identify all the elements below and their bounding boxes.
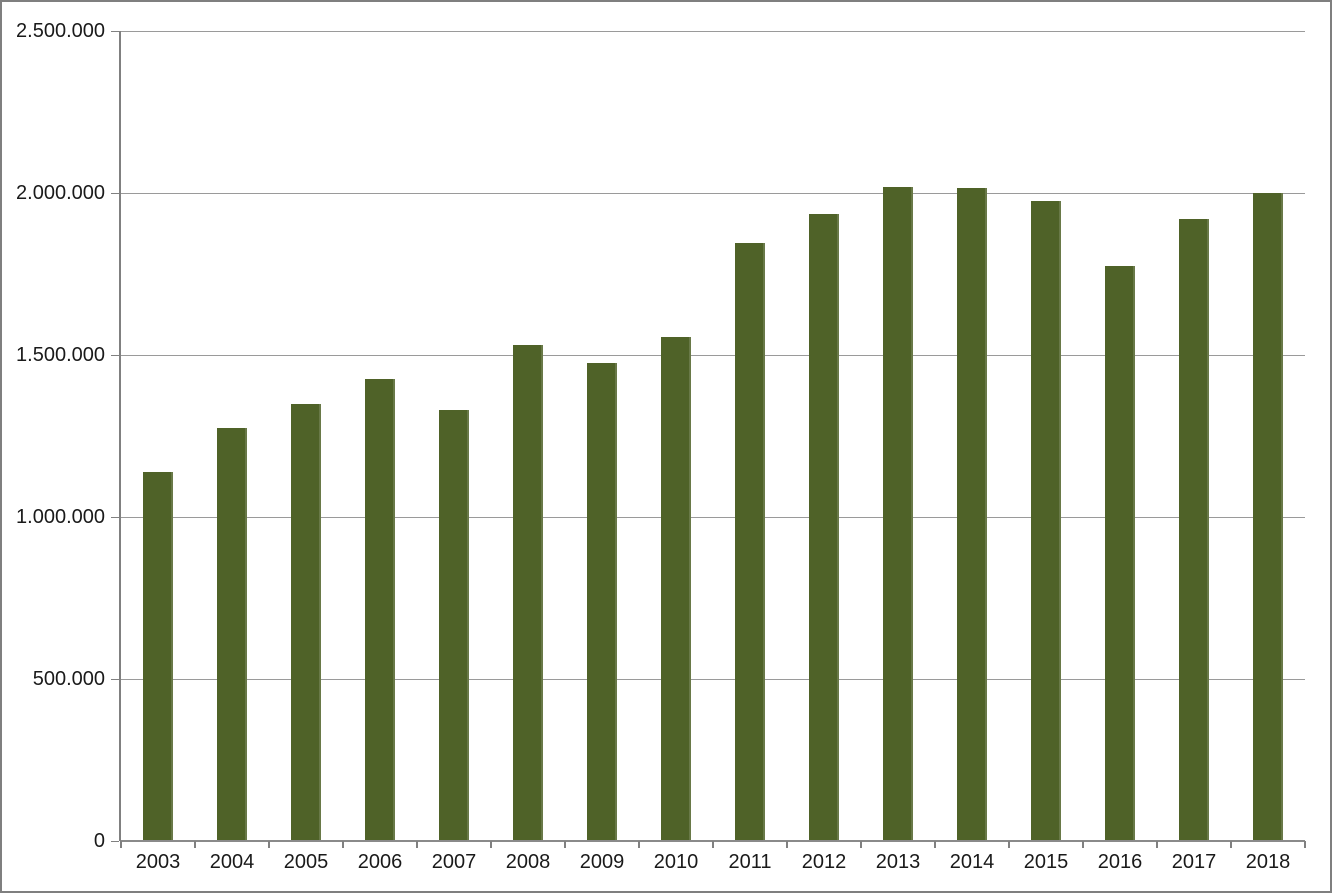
x-axis-tick-label: 2014 [949, 851, 995, 873]
x-axis-tick-mark [194, 841, 196, 848]
x-axis-tick-mark [1156, 841, 1158, 848]
bar-2013 [883, 186, 913, 841]
x-axis-tick-label: 2016 [1097, 851, 1143, 873]
x-axis-labels: 2003 2004 2005 2006 2007 2008 2009 2010 2011 2012… [121, 851, 1305, 874]
bar-2005 [291, 403, 321, 841]
x-axis-tick-mark [1008, 841, 1010, 848]
bar-2014 [957, 188, 987, 841]
x-axis-tick-mark [1082, 841, 1084, 848]
x-axis-tick-label: 2008 [505, 851, 551, 873]
bar-2018 [1253, 193, 1283, 841]
x-axis-tick-mark [342, 841, 344, 848]
x-axis-tick-mark [638, 841, 640, 848]
bar-2017 [1179, 218, 1209, 841]
x-axis-tick-mark [416, 841, 418, 848]
y-axis-tick-mark [111, 31, 119, 32]
x-axis-tick-mark [712, 841, 714, 848]
gridline [121, 517, 1305, 518]
y-axis-tick-mark [111, 193, 119, 194]
x-axis-tick-mark [490, 841, 492, 848]
bar-2015 [1031, 201, 1061, 841]
x-axis-tick-label: 2012 [801, 851, 847, 873]
y-axis-tick-label: 1.500.000 [16, 344, 105, 366]
x-axis-tick-mark [120, 841, 122, 848]
x-axis-tick-label: 2003 [135, 851, 181, 873]
bar-2006 [365, 379, 395, 841]
y-axis-tick-mark [111, 517, 119, 518]
x-axis-tick-mark [1230, 841, 1232, 848]
x-axis-tick-label: 2015 [1023, 851, 1069, 873]
bar-2012 [809, 214, 839, 841]
y-axis-tick-label: 500.000 [32, 668, 105, 690]
y-axis-tick-mark [111, 841, 119, 842]
x-axis-tick-label: 2007 [431, 851, 477, 873]
bar-2009 [587, 363, 617, 841]
bar-2007 [439, 410, 469, 841]
y-axis-line [119, 31, 121, 841]
gridline [121, 31, 1305, 32]
x-axis-tick-mark [268, 841, 270, 848]
gridline [121, 355, 1305, 356]
plot-area [119, 31, 1305, 842]
x-axis-tick-mark [786, 841, 788, 848]
y-axis-tick-mark [111, 355, 119, 356]
bar-2011 [735, 243, 765, 841]
gridline [121, 193, 1305, 194]
y-axis-tick-label: 0 [93, 830, 105, 852]
bar-2010 [661, 337, 691, 841]
y-axis-tick-mark [111, 679, 119, 680]
x-axis-tick-label: 2011 [728, 851, 772, 873]
gridline [121, 679, 1305, 680]
x-axis-tick-label: 2017 [1171, 851, 1217, 873]
x-axis-tick-label: 2009 [579, 851, 625, 873]
x-axis-tick-mark [860, 841, 862, 848]
bar-2003 [143, 471, 173, 841]
x-axis-tick-label: 2004 [209, 851, 255, 873]
bar-2008 [513, 345, 543, 841]
x-axis-tick-label: 2006 [357, 851, 403, 873]
y-axis-tick-label: 1.000.000 [16, 506, 105, 528]
x-axis-tick-label: 2013 [875, 851, 921, 873]
bar-2004 [217, 427, 247, 841]
bar-2016 [1105, 265, 1135, 841]
x-axis-tick-label: 2005 [283, 851, 329, 873]
x-axis-tick-mark [564, 841, 566, 848]
y-axis-tick-label: 2.500.000 [16, 20, 105, 42]
x-axis-tick-label: 2018 [1245, 851, 1291, 873]
x-axis-tick-mark [934, 841, 936, 848]
x-axis-tick-label: 2010 [653, 851, 699, 873]
x-axis-tick-mark [1304, 841, 1306, 848]
y-axis-tick-label: 2.000.000 [16, 182, 105, 204]
